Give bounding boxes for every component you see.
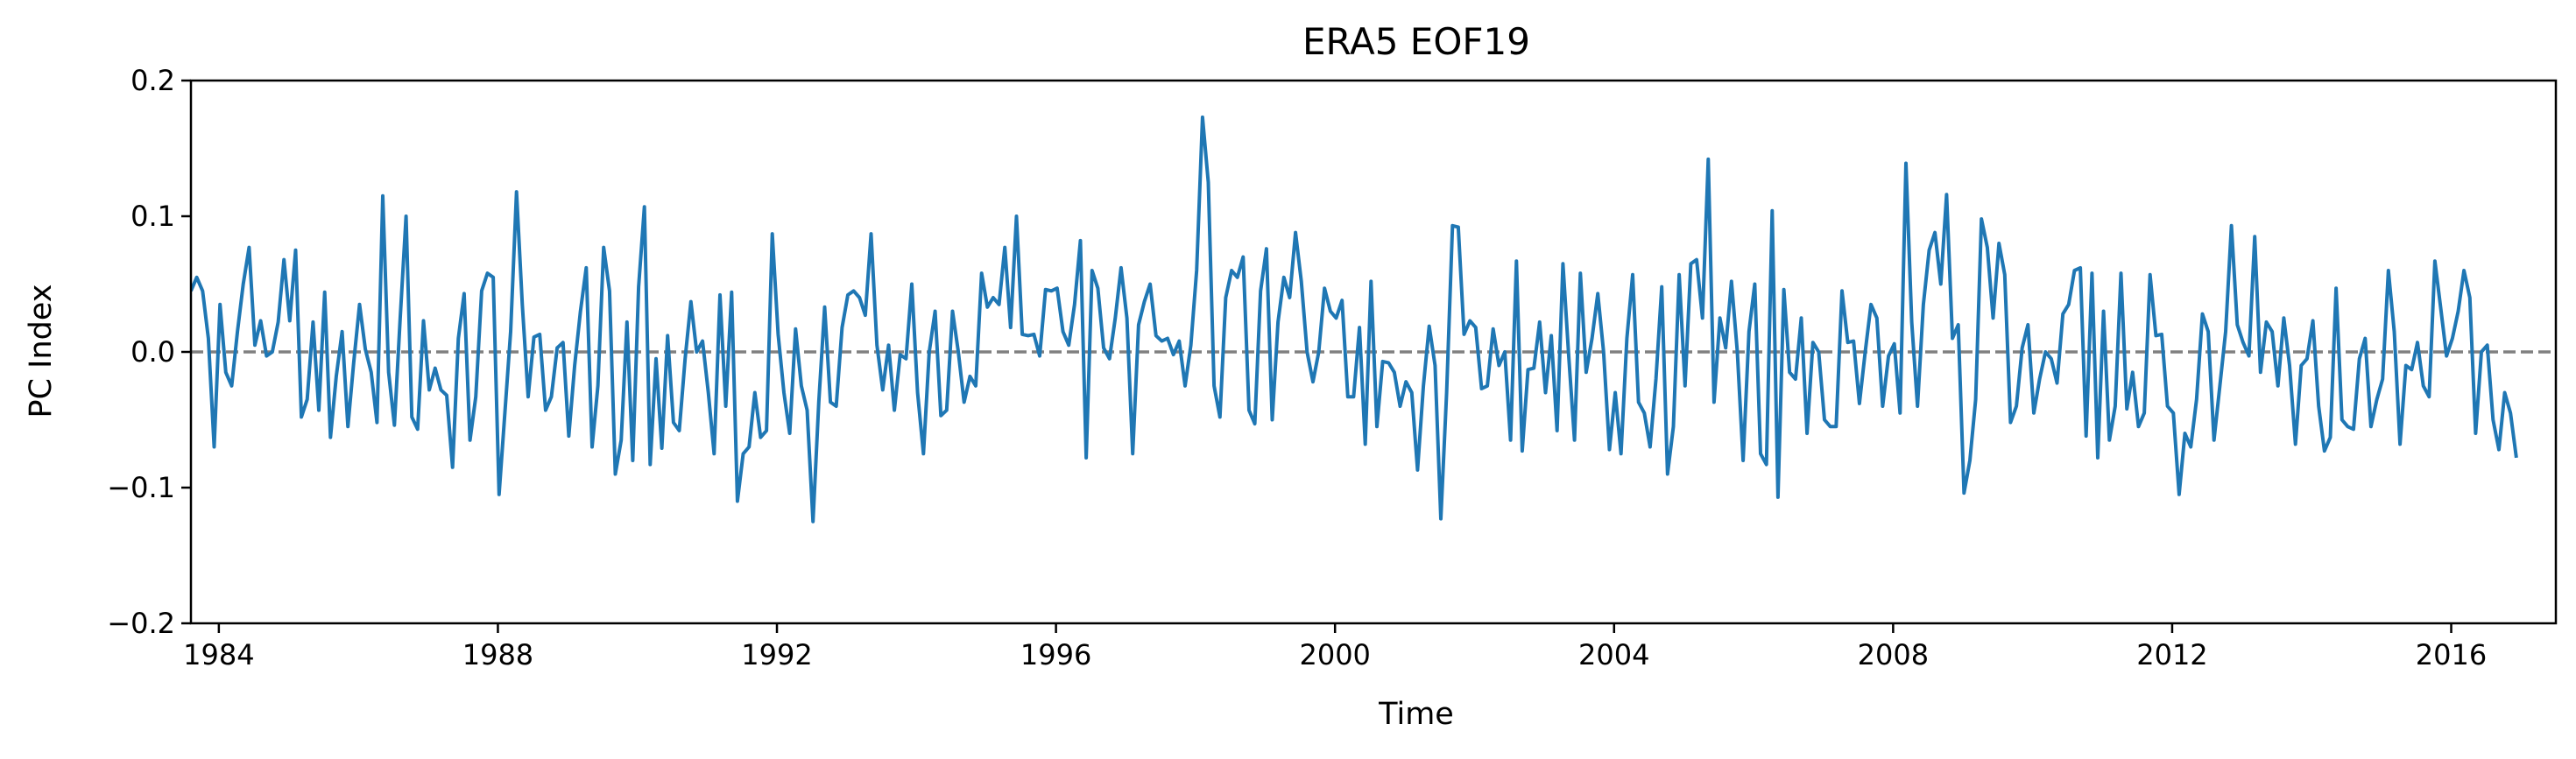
x-tick-label: 2012 xyxy=(2136,638,2207,671)
x-tick-label: 2000 xyxy=(1299,638,1370,671)
y-tick-label: 0.1 xyxy=(131,200,175,233)
plot-area: −0.2 −0.1 0.0 0.1 0.2 1984 1988 1992 1996 2000 200… xyxy=(107,64,2558,671)
x-tick-label: 1992 xyxy=(741,638,812,671)
y-tick-label: 0.0 xyxy=(131,335,175,369)
series-line-0 xyxy=(191,115,2518,524)
y-tick-label: 0.2 xyxy=(131,64,175,97)
x-tick-label: 1988 xyxy=(462,638,533,671)
x-tick-label: 1984 xyxy=(183,638,254,671)
y-tick-label: −0.1 xyxy=(107,471,175,504)
y-tick-label: −0.2 xyxy=(107,607,175,640)
x-tick-label: 2008 xyxy=(1858,638,1929,671)
chart-title: ERA5 EOF19 xyxy=(1302,20,1530,63)
x-tick-label: 2016 xyxy=(2416,638,2487,671)
x-tick-label: 1996 xyxy=(1020,638,1091,671)
x-axis-label: Time xyxy=(1378,697,1454,732)
x-tick-label: 2004 xyxy=(1578,638,1649,671)
y-axis-label: PC Index xyxy=(24,284,59,418)
